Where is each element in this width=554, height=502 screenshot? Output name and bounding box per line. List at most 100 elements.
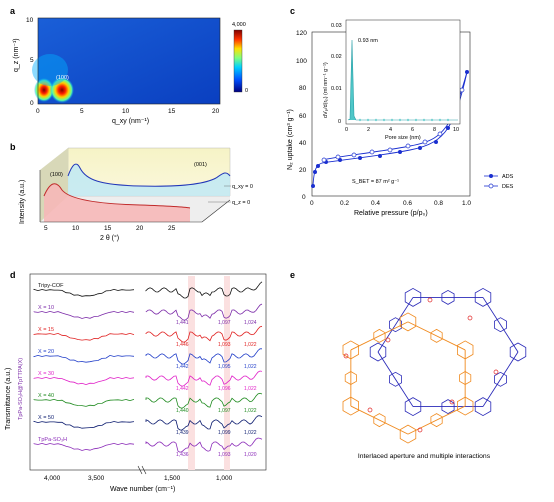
inset-xaxis-label: Pore size (nm) [385, 135, 421, 141]
heteroatom-marker [427, 297, 433, 303]
orange-node-ring [399, 424, 417, 444]
b-xtick-25: 25 [168, 225, 176, 232]
c-ytick-20: 20 [299, 167, 307, 174]
ftir-trace [33, 281, 263, 299]
a-xaxis-label: q_xy (nm⁻¹) [112, 118, 149, 125]
ftir-peak-label: 1,439 [176, 430, 189, 436]
b-xtick-5: 5 [44, 225, 48, 232]
heteroatom-marker [385, 337, 391, 343]
orange-linker-ring [459, 371, 472, 385]
legend-ads: ADS [502, 174, 514, 180]
blue-node-ring [369, 342, 387, 362]
orange-linker-ring [373, 413, 386, 428]
ftir-peak-label: 1,022 [244, 342, 257, 348]
b-xtick-10: 10 [72, 225, 80, 232]
panel-e-label: e [290, 270, 295, 280]
panel-c-label: c [290, 6, 295, 16]
orange-linker [350, 321, 409, 351]
ftir-peak-label: 1,442 [176, 364, 189, 370]
ftir-peak-label: 1,022 [244, 364, 257, 370]
orange-node-ring [342, 396, 360, 416]
peak-100-label: (100) [56, 75, 69, 81]
map-frame [37, 17, 221, 105]
ftir-peak-label: 1,440 [176, 408, 189, 414]
c-inset: 0.93 nm 0 0.01 0.02 0.03 0 2 4 6 8 10 Po… [323, 19, 461, 141]
orange-linker [350, 405, 409, 435]
ftir-peak-label: 1,095 [218, 364, 231, 370]
c-xtick-06: 0.6 [403, 200, 412, 207]
legend-ads-marker [489, 174, 493, 178]
ftir-trace [33, 370, 263, 387]
a-yaxis-label: q_z (nm⁻¹) [13, 38, 20, 72]
orange-linker-ring [430, 413, 443, 428]
panel-c: c 0 20 40 60 80 100 120 0 0.2 0.4 0.6 0.… [287, 6, 514, 217]
inset-xtick-8: 8 [433, 127, 436, 133]
c-xtick-0: 0 [310, 200, 314, 207]
c-ytick-100: 100 [296, 58, 307, 65]
heteroatom-marker [493, 369, 499, 375]
c-xtick-10: 1.0 [462, 200, 471, 207]
qxy-trace [67, 163, 231, 187]
inset-ytick-002: 0.02 [331, 54, 342, 60]
d-xtick-4000: 4,000 [44, 475, 61, 482]
ftir-peak-label: 1,096 [218, 386, 231, 392]
ftir-trace [33, 437, 263, 453]
inset-yaxis-label: dVₚ/d(rₚ) (ml nm⁻¹ g⁻¹) [323, 62, 329, 118]
ftir-trace-label: X = 15 [38, 327, 54, 333]
blue-linker [377, 297, 414, 353]
orange-node-ring [456, 396, 474, 416]
hotspot-100 [50, 77, 74, 103]
orange-node-ring [342, 340, 360, 360]
ftir-trace-label: X = 40 [38, 393, 54, 399]
b-xtick-15: 15 [104, 225, 112, 232]
orange-linker-ring [430, 328, 443, 343]
inset-frame [345, 19, 461, 125]
d-xtick-1500: 1,500 [164, 475, 181, 482]
orange-node-ring [456, 340, 474, 360]
blue-node-ring [404, 287, 422, 307]
a-xtick-20: 20 [212, 108, 220, 115]
ftir-peak-label: 1,020 [244, 452, 257, 458]
inset-peak-label: 0.93 nm [358, 38, 378, 44]
ftir-trace-label: X = 20 [38, 349, 54, 355]
blue-node-ring [474, 287, 492, 307]
orange-node-ring [399, 312, 417, 332]
b-legend-qxy: q_xy = 0 [232, 184, 253, 190]
heteroatom-marker [467, 315, 473, 321]
d-highlight-1 [188, 276, 195, 470]
b-peak-001: (001) [194, 162, 207, 168]
c-ytick-60: 60 [299, 113, 307, 120]
ftir-peak-label: 1,099 [218, 430, 231, 436]
panel-e: e Interlaced aperture and multiple inter… [290, 270, 527, 460]
axis-break-1 [137, 465, 143, 475]
ftir-peak-label: 1,022 [244, 430, 257, 436]
panel-a-label: a [10, 6, 16, 16]
blue-linker-ring [493, 371, 508, 387]
a-xtick-15: 15 [168, 108, 176, 115]
blue-linker-ring [441, 399, 455, 415]
colorbar-min: 0 [245, 88, 248, 94]
panel-a: a (100) 10 5 0 0 5 10 15 20 q_xy (nm⁻¹) … [10, 6, 248, 125]
inset-xtick-0: 0 [345, 127, 348, 133]
colorbar-max: 4,000 [232, 22, 246, 28]
colorbar [233, 29, 243, 93]
d-xtick-1000: 1,000 [216, 475, 233, 482]
orange-linker [407, 321, 466, 351]
d-xaxis-label: Wave number (cm⁻¹) [110, 486, 175, 493]
b-yaxis-label: Intensity (a.u.) [19, 180, 26, 224]
d-xtick-3500: 3,500 [88, 475, 105, 482]
blue-node-ring [404, 397, 422, 417]
heteroatom-marker [367, 407, 373, 413]
heteroatom-marker [343, 353, 349, 359]
qz-fill [44, 183, 190, 222]
a-ytick-5: 5 [30, 57, 34, 64]
panel-b-label: b [10, 142, 16, 152]
inset-ytick-001: 0.01 [331, 86, 342, 92]
a-ytick-0: 0 [30, 100, 34, 107]
inset-ytick-003: 0.03 [331, 23, 342, 29]
blue-linker [482, 297, 519, 353]
ftir-peak-label: 1,436 [176, 452, 189, 458]
ftir-trace [33, 303, 263, 321]
inset-xtick-4: 4 [389, 127, 392, 133]
inset-xtick-10: 10 [453, 127, 459, 133]
